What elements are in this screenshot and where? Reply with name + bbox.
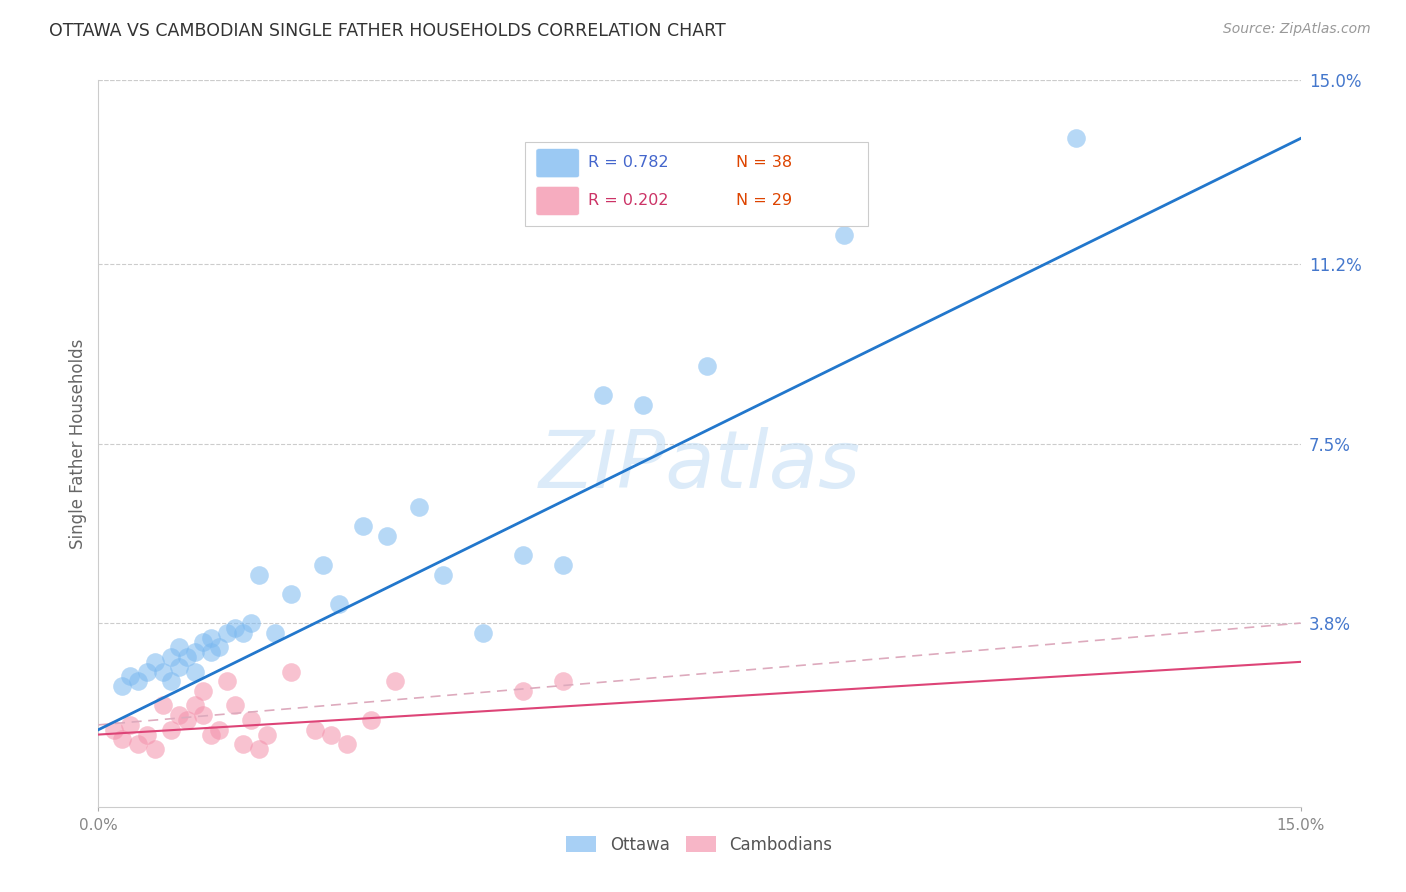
Point (176, 713, 198, 727)
Point (336, 737, 359, 751)
Point (159, 674, 181, 689)
Point (183, 645, 205, 659)
Point (167, 708, 190, 723)
Point (375, 529, 398, 543)
Point (512, 684, 534, 698)
Point (360, 713, 382, 727)
Text: R = 0.202: R = 0.202 (588, 193, 668, 208)
Point (553, 674, 575, 689)
Point (263, 625, 285, 640)
FancyBboxPatch shape (536, 186, 579, 216)
Y-axis label: Single Father Households: Single Father Households (69, 339, 87, 549)
Point (200, 728, 222, 742)
Point (111, 732, 134, 747)
Point (120, 718, 142, 732)
Point (280, 665, 302, 679)
Point (191, 708, 214, 723)
Point (432, 567, 454, 582)
Point (135, 728, 157, 742)
Point (408, 500, 430, 514)
Point (232, 625, 254, 640)
Point (472, 625, 495, 640)
Point (215, 674, 238, 689)
Point (319, 728, 342, 742)
Point (328, 597, 350, 611)
Point (312, 558, 335, 572)
Point (1064, 131, 1087, 145)
Text: N = 29: N = 29 (735, 193, 792, 208)
Point (128, 737, 150, 751)
Point (120, 669, 142, 683)
Point (215, 625, 238, 640)
Point (224, 698, 246, 713)
Point (553, 558, 575, 572)
Point (696, 359, 718, 374)
Point (159, 650, 181, 665)
Text: ZIPatlas: ZIPatlas (538, 426, 860, 505)
FancyBboxPatch shape (536, 149, 579, 178)
Point (224, 621, 246, 635)
Point (352, 519, 374, 533)
Point (159, 723, 181, 737)
Point (208, 723, 231, 737)
FancyBboxPatch shape (526, 142, 868, 226)
Point (247, 742, 270, 756)
Point (143, 742, 166, 756)
Point (633, 398, 655, 412)
Text: OTTAWA VS CAMBODIAN SINGLE FATHER HOUSEHOLDS CORRELATION CHART: OTTAWA VS CAMBODIAN SINGLE FATHER HOUSEH… (49, 22, 725, 40)
Point (152, 665, 174, 679)
Point (512, 548, 534, 562)
Point (143, 655, 166, 669)
Point (384, 674, 406, 689)
Text: N = 38: N = 38 (735, 155, 792, 170)
Point (183, 665, 205, 679)
Point (152, 698, 174, 713)
Point (176, 650, 198, 665)
Point (832, 228, 855, 243)
Point (247, 567, 270, 582)
Point (111, 679, 134, 693)
Point (256, 728, 278, 742)
Text: Source: ZipAtlas.com: Source: ZipAtlas.com (1223, 22, 1371, 37)
Point (183, 698, 205, 713)
Point (592, 388, 614, 402)
Point (239, 713, 262, 727)
Point (304, 723, 326, 737)
Point (167, 640, 190, 655)
Text: R = 0.782: R = 0.782 (588, 155, 668, 170)
Point (191, 635, 214, 649)
Legend: Ottawa, Cambodians: Ottawa, Cambodians (560, 830, 839, 861)
Point (232, 737, 254, 751)
Point (200, 645, 222, 659)
Point (128, 674, 150, 689)
Point (103, 723, 125, 737)
Point (280, 587, 302, 601)
Point (167, 659, 190, 673)
Point (208, 640, 231, 655)
Point (191, 684, 214, 698)
Point (200, 631, 222, 645)
Point (135, 665, 157, 679)
Point (239, 616, 262, 631)
